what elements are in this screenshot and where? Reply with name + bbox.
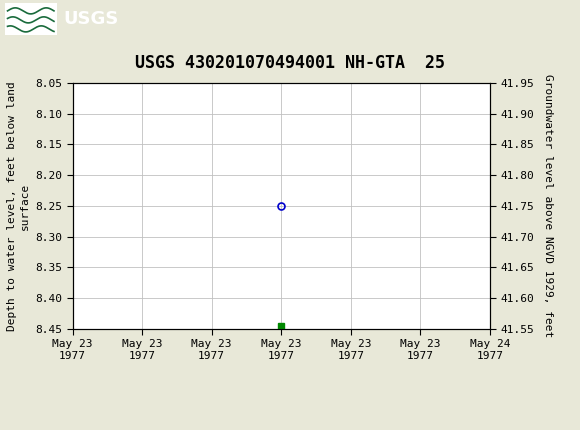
Text: USGS: USGS (64, 10, 119, 28)
Y-axis label: Groundwater level above NGVD 1929, feet: Groundwater level above NGVD 1929, feet (543, 74, 553, 338)
Y-axis label: Depth to water level, feet below land
surface: Depth to water level, feet below land su… (7, 81, 30, 331)
FancyBboxPatch shape (5, 3, 57, 35)
Text: USGS 430201070494001 NH-GTA  25: USGS 430201070494001 NH-GTA 25 (135, 54, 445, 72)
